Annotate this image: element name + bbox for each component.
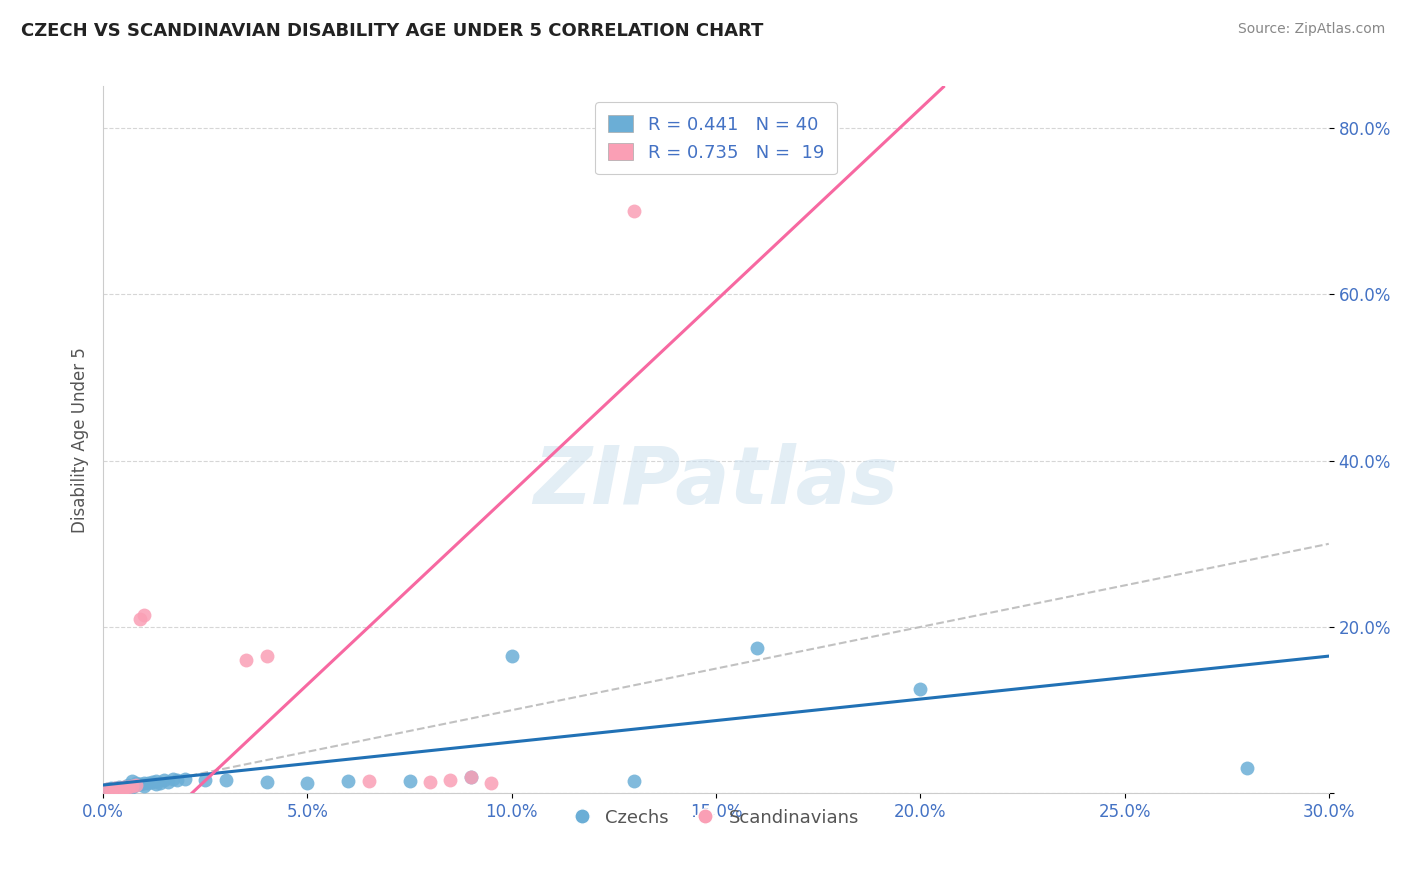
Point (357, 773, 380, 788)
Point (108, 780, 131, 795)
Point (125, 775, 148, 789)
Point (501, 649, 523, 664)
Point (96, 782, 118, 797)
Point (112, 780, 135, 794)
Text: CZECH VS SCANDINAVIAN DISABILITY AGE UNDER 5 CORRELATION CHART: CZECH VS SCANDINAVIAN DISABILITY AGE UND… (21, 22, 763, 40)
Point (121, 780, 143, 794)
Point (112, 781, 135, 796)
Point (419, 774, 441, 789)
Point (439, 772, 461, 787)
Point (910, 682, 932, 697)
Point (297, 775, 319, 789)
Point (112, 780, 135, 794)
Point (1236, 761, 1258, 775)
Point (215, 772, 238, 787)
Point (100, 783, 122, 797)
Point (337, 773, 360, 788)
Point (96, 782, 118, 797)
Text: ZIPatlas: ZIPatlas (533, 443, 898, 521)
Point (398, 773, 420, 788)
Point (145, 777, 167, 791)
Point (623, 204, 645, 219)
Point (745, 640, 768, 655)
Point (141, 774, 163, 789)
Point (121, 773, 143, 788)
Text: Source: ZipAtlas.com: Source: ZipAtlas.com (1237, 22, 1385, 37)
Point (104, 782, 127, 797)
Point (117, 780, 139, 794)
Y-axis label: Disability Age Under 5: Disability Age Under 5 (72, 347, 89, 533)
Point (145, 773, 167, 788)
Point (125, 778, 148, 792)
Point (136, 776, 159, 790)
Point (194, 772, 217, 787)
Point (623, 773, 645, 788)
Point (108, 780, 131, 794)
Point (121, 779, 143, 793)
Legend: Czechs, Scandinavians: Czechs, Scandinavians (565, 801, 866, 834)
Point (162, 772, 184, 787)
Point (157, 774, 180, 789)
Point (479, 775, 502, 789)
Point (100, 783, 122, 797)
Point (132, 775, 155, 789)
Point (100, 781, 122, 796)
Point (460, 770, 482, 784)
Point (117, 778, 139, 792)
Point (132, 779, 155, 793)
Point (256, 649, 278, 664)
Point (104, 781, 127, 796)
Point (256, 774, 278, 789)
Point (129, 612, 152, 626)
Point (108, 782, 131, 797)
Point (104, 780, 127, 795)
Point (235, 653, 257, 667)
Point (112, 780, 135, 795)
Point (125, 778, 148, 792)
Point (173, 772, 195, 787)
Point (153, 772, 176, 787)
Point (117, 780, 139, 795)
Point (166, 772, 188, 787)
Point (132, 607, 155, 622)
Point (129, 777, 152, 791)
Point (149, 775, 172, 789)
Point (460, 770, 482, 784)
